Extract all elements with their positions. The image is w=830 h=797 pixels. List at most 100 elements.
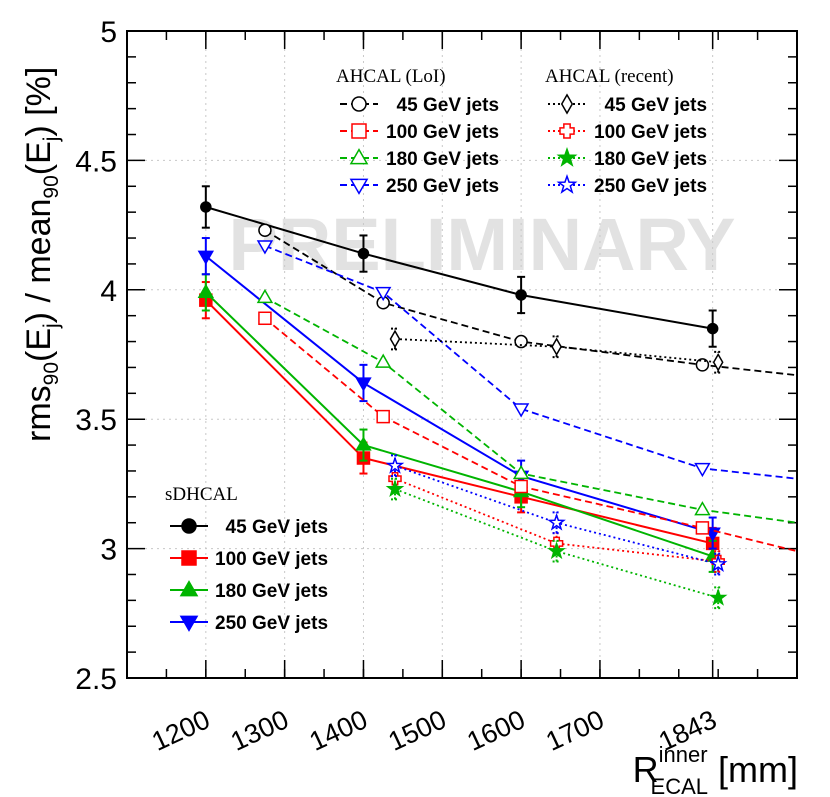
data-point <box>389 329 401 349</box>
x-tick-label: 1700 <box>541 704 608 757</box>
data-point <box>179 580 199 597</box>
data-point <box>258 311 272 326</box>
series-line <box>264 244 797 480</box>
xlabel-unit: [mm] <box>708 749 798 790</box>
data-point <box>258 223 272 238</box>
legend-item: 45 GeV jets <box>340 95 499 116</box>
legend-item: 250 GeV jets <box>170 613 328 634</box>
series-recent-45-gev-jets <box>389 327 724 374</box>
data-point <box>514 334 528 349</box>
data-point <box>556 146 578 167</box>
legend-header-recent: AHCAL (recent) <box>545 66 674 87</box>
series-recent-180-gev-jets <box>385 477 728 610</box>
ylabel-sub: 90 <box>40 362 63 385</box>
data-point <box>179 615 199 632</box>
series-recent-250-gev-jets <box>385 454 728 576</box>
legend-label: 100 GeV jets <box>594 122 707 143</box>
data-point <box>374 286 392 302</box>
legend-item: 180 GeV jets <box>340 148 499 170</box>
ylabel-part: rms <box>20 385 58 442</box>
y-tick-label: 2.5 <box>75 663 117 696</box>
data-point <box>349 178 369 195</box>
y-tick-label: 3 <box>100 534 117 567</box>
x-tick-label: 1600 <box>463 704 530 757</box>
data-point <box>694 501 711 516</box>
series-line <box>205 206 713 330</box>
data-point <box>351 96 367 112</box>
data-point <box>694 462 711 478</box>
y-tick-label: 4 <box>100 275 117 308</box>
data-point <box>547 541 566 560</box>
legend-item: 45 GeV jets <box>170 517 328 538</box>
data-point <box>695 358 710 372</box>
legend-item: 180 GeV jets <box>170 580 328 602</box>
data-point <box>551 337 562 357</box>
xlabel-sup: inner <box>659 742 708 767</box>
legend-label: 45 GeV jets <box>386 95 499 116</box>
ylabel-part: ) / mean <box>20 199 58 324</box>
data-point <box>706 322 719 335</box>
data-point <box>512 464 530 480</box>
data-point <box>708 554 728 573</box>
data-point <box>349 148 369 165</box>
data-point <box>547 512 566 531</box>
legend-header-sdhcal: sDHCAL <box>165 484 238 505</box>
data-point <box>512 403 530 418</box>
ylabel-sub: 90 <box>40 175 63 198</box>
y-tick-label: 3.5 <box>75 404 117 437</box>
ylabel-sub: j <box>40 323 63 329</box>
data-point <box>256 288 274 304</box>
ylabel-part: (E <box>20 328 58 362</box>
xlabel-sub: ECAL <box>651 774 708 797</box>
series-line <box>394 488 719 599</box>
legend-item: 100 GeV jets <box>340 122 499 143</box>
data-point <box>197 250 215 265</box>
data-point <box>351 123 367 139</box>
legend-item: 45 GeV jets <box>548 93 707 116</box>
data-point <box>197 283 215 298</box>
y-tick-label: 5 <box>100 16 117 49</box>
data-point <box>556 173 578 194</box>
ylabel-part: (E <box>20 141 58 175</box>
data-point <box>181 518 197 534</box>
series-loi-250-gev-jets <box>256 240 797 480</box>
legend-item: 250 GeV jets <box>548 173 707 197</box>
series-line <box>205 255 713 535</box>
data-point <box>515 289 527 301</box>
data-point <box>695 521 710 535</box>
x-tick-label: 1300 <box>226 704 293 757</box>
series-line <box>205 291 713 558</box>
ylabel-sub: j <box>40 137 63 143</box>
data-point <box>514 479 528 494</box>
legend-label: 250 GeV jets <box>594 176 707 197</box>
data-point <box>200 201 212 213</box>
legend-header-loi: AHCAL (LoI) <box>336 66 446 87</box>
x-tick-label: 1500 <box>384 704 451 757</box>
data-point <box>355 436 372 451</box>
series-line <box>264 317 797 553</box>
legend-label: 100 GeV jets <box>386 122 499 143</box>
legend-label: 180 GeV jets <box>386 149 499 170</box>
data-point <box>355 377 372 392</box>
legend-item: 100 GeV jets <box>170 549 328 570</box>
legend-item: 250 GeV jets <box>340 176 499 197</box>
x-tick-label: 1400 <box>305 704 372 757</box>
plot-frame <box>126 30 798 679</box>
legend-item: 180 GeV jets <box>548 146 707 170</box>
legend-label: 180 GeV jets <box>594 149 707 170</box>
series-sdhcal-45-gev-jets <box>200 185 719 348</box>
legend: AHCAL (LoI) AHCAL (recent) sDHCAL 45 GeV j… <box>165 66 707 634</box>
legend-item: 100 GeV jets <box>548 122 707 143</box>
series-loi-180-gev-jets <box>256 288 797 524</box>
series-layer <box>197 185 797 610</box>
data-point <box>560 93 574 115</box>
data-point <box>559 123 575 139</box>
data-point <box>385 479 405 497</box>
legend-label: 45 GeV jets <box>215 517 328 538</box>
series-sdhcal-180-gev-jets <box>197 273 721 573</box>
data-point <box>256 240 274 255</box>
data-point <box>181 550 197 566</box>
legend-label: 45 GeV jets <box>594 95 707 116</box>
data-point <box>374 353 392 368</box>
